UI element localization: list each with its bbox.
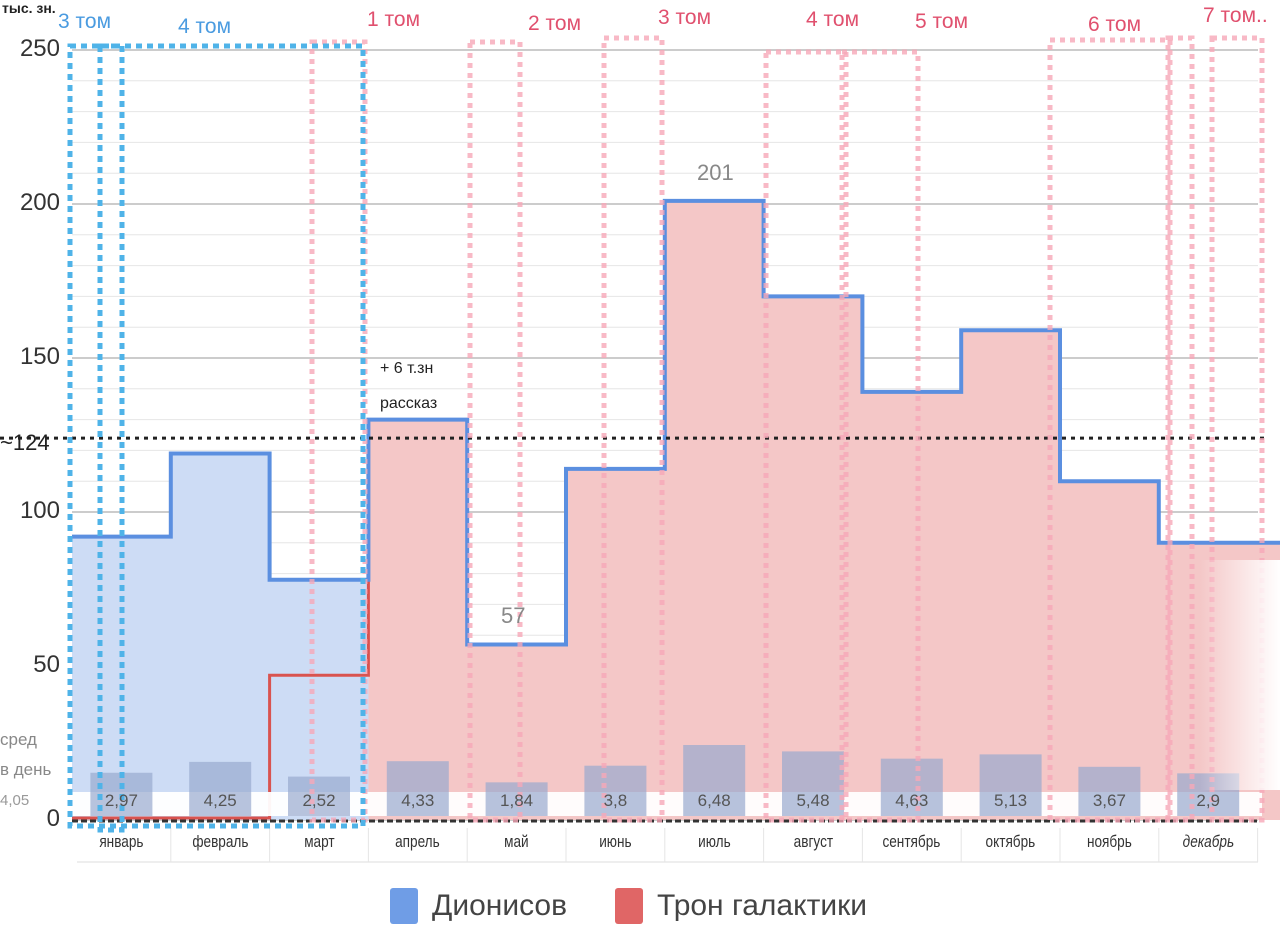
- vol-tron-5: 5 том: [915, 10, 969, 33]
- annotation-may: 57: [501, 603, 526, 628]
- daily-avg-bar: [979, 754, 1042, 816]
- x-tick-label: ноябрь: [1086, 832, 1132, 851]
- x-tick-label: октябрь: [985, 832, 1036, 851]
- average-label: ~124: [0, 430, 50, 455]
- x-tick-label: март: [303, 832, 335, 851]
- vol-dionisov-3: 3 том: [58, 10, 112, 33]
- daily-avg-bar: [485, 782, 548, 816]
- x-tick-label: июнь: [599, 832, 632, 851]
- volume-box-dionisov-4: [67, 43, 366, 829]
- vol-dionisov-4: 4 том: [178, 15, 232, 38]
- y-axis-unit: тыс. зн.: [2, 0, 56, 16]
- daily-avg-label: 4,25: [203, 791, 237, 810]
- volume-box-tron: [763, 49, 849, 823]
- x-tick-label: февраль: [192, 832, 249, 851]
- x-tick-label: сентябрь: [882, 832, 941, 851]
- vol-tron-7: 7 том..: [1203, 4, 1268, 27]
- y-tick-label: 50: [33, 651, 60, 678]
- daily-avg-label: 5,48: [796, 791, 830, 810]
- daily-avg-label: 3,8: [603, 791, 628, 810]
- volume-box-dionisov-3: [97, 43, 125, 833]
- daily-avg-bar: [1078, 766, 1141, 816]
- vol-tron-6: 6 том: [1088, 13, 1142, 36]
- x-tick-label: июль: [697, 832, 731, 851]
- daily-label-1: сред: [0, 730, 37, 749]
- line-total: [72, 198, 1280, 647]
- x-tick-label: май: [504, 832, 529, 851]
- daily-overall: 4,05: [0, 792, 30, 809]
- daily-avg-label: 3,67: [1092, 791, 1126, 810]
- y-tick-label: 200: [19, 189, 60, 216]
- legend-swatch-dionisov: [390, 888, 418, 924]
- daily-avg-label: 6,48: [697, 791, 731, 810]
- volume-box-tron: [309, 39, 368, 823]
- line-tron-galaktiki: [72, 579, 370, 820]
- vol-tron-3: 3 том: [658, 6, 712, 29]
- daily-band: [72, 792, 1262, 816]
- daily-avg-label: 4,63: [895, 791, 929, 810]
- daily-avg-bar: [288, 776, 350, 816]
- annotation-april-1: + 6 т.зн: [380, 360, 434, 377]
- right-fade: [1200, 560, 1280, 790]
- x-tick-label: апрель: [395, 832, 441, 851]
- daily-avg-bar: [880, 758, 943, 816]
- daily-avg-label: 2,52: [302, 791, 336, 810]
- volume-box-tron: [839, 49, 921, 823]
- daily-avg-bar: [189, 761, 252, 816]
- y-tick-label: 100: [19, 497, 60, 524]
- volume-box-tron: [467, 39, 523, 823]
- x-tick-label: январь: [99, 832, 144, 851]
- daily-avg-bar: [584, 765, 647, 816]
- daily-avg-label: 5,13: [994, 791, 1028, 810]
- legend-swatch-tron: [615, 888, 644, 924]
- daily-avg-label: 4,33: [401, 791, 435, 810]
- x-tick-label: август: [793, 832, 833, 851]
- vol-tron-4: 4 том: [806, 8, 860, 31]
- y-tick-label: 0: [46, 805, 60, 832]
- area-tron-galaktiki: [72, 200, 1280, 820]
- y-tick-label: 150: [19, 343, 60, 370]
- annotation-july: 201: [697, 160, 734, 185]
- legend-label-tron: Трон галактики: [657, 889, 867, 922]
- y-tick-label: 250: [19, 35, 60, 62]
- daily-avg-bar: [782, 751, 844, 816]
- daily-avg-label: 2,9: [1196, 791, 1220, 810]
- daily-avg-bar: [683, 745, 746, 816]
- daily-avg-label: 1,84: [500, 791, 534, 810]
- volume-box-tron: [1209, 35, 1265, 823]
- vol-tron-2: 2 том: [528, 12, 582, 35]
- daily-label-2: в день: [0, 760, 52, 779]
- volume-box-tron: [1165, 35, 1195, 823]
- annotation-april-2: рассказ: [380, 395, 438, 412]
- daily-avg-bar: [386, 761, 449, 816]
- daily-avg-label: 2,97: [104, 791, 138, 810]
- vol-tron-1: 1 том: [367, 8, 421, 31]
- legend: Дионисов Трон галактики: [390, 888, 867, 924]
- area-dionisov: [72, 453, 369, 820]
- legend-label-dionisov: Дионисов: [432, 889, 568, 922]
- x-tick-label: декабрь: [1182, 832, 1234, 851]
